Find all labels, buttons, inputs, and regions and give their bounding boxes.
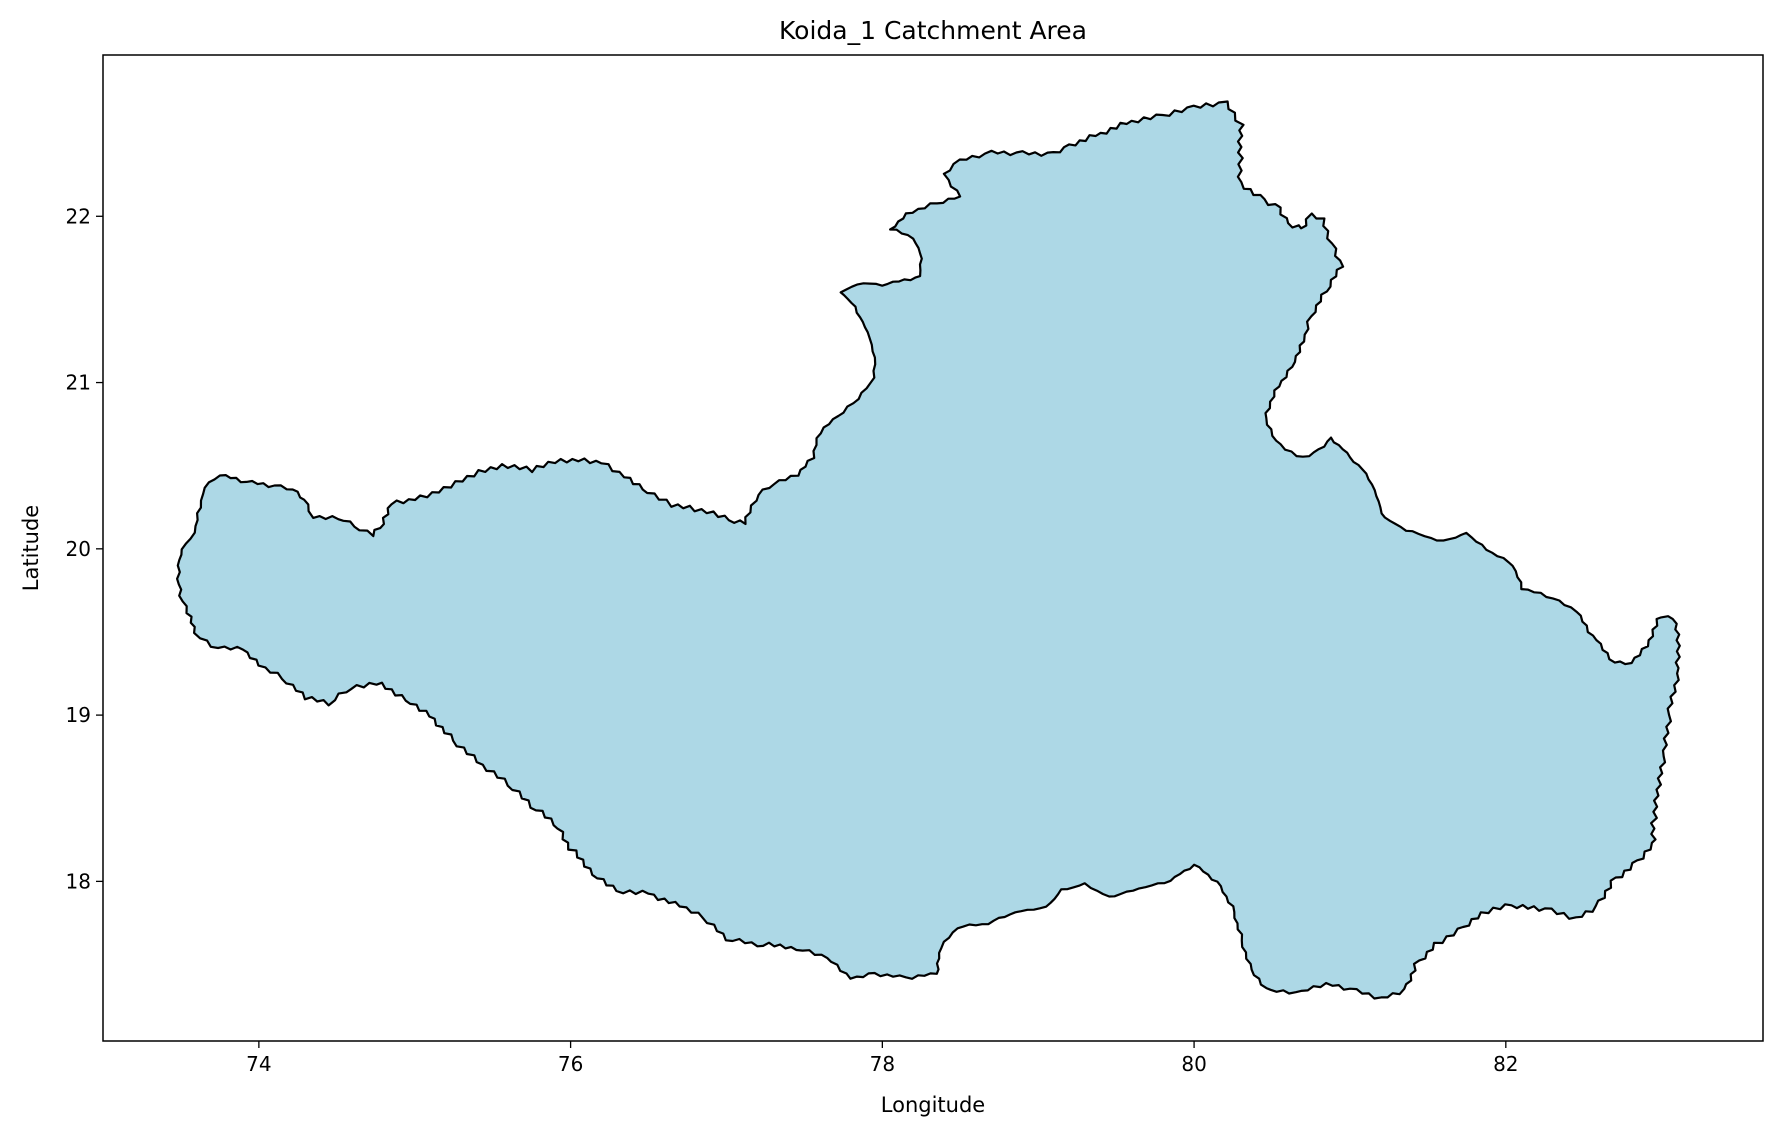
x-tick-label: 82 bbox=[1493, 1052, 1518, 1076]
plot-area bbox=[176, 100, 1681, 1000]
y-tick-label: 18 bbox=[66, 869, 91, 893]
x-tick-label: 80 bbox=[1181, 1052, 1206, 1076]
catchment-polygon bbox=[176, 100, 1681, 1000]
y-tick-label: 21 bbox=[66, 371, 91, 395]
x-tick-label: 76 bbox=[558, 1052, 583, 1076]
x-axis-label: Longitude bbox=[881, 1093, 985, 1117]
y-axis-label: Latitude bbox=[19, 505, 43, 591]
y-tick-label: 19 bbox=[66, 703, 91, 727]
chart-title: Koida_1 Catchment Area bbox=[779, 16, 1087, 45]
x-axis-ticks: 74 76 78 80 82 bbox=[246, 1041, 1519, 1076]
y-tick-label: 20 bbox=[66, 537, 91, 561]
axes-frame bbox=[102, 54, 1764, 1042]
y-tick-label: 22 bbox=[66, 204, 91, 228]
y-axis-ticks: 18 19 20 21 22 bbox=[66, 204, 103, 893]
x-tick-label: 74 bbox=[246, 1052, 271, 1076]
x-tick-label: 78 bbox=[870, 1052, 895, 1076]
